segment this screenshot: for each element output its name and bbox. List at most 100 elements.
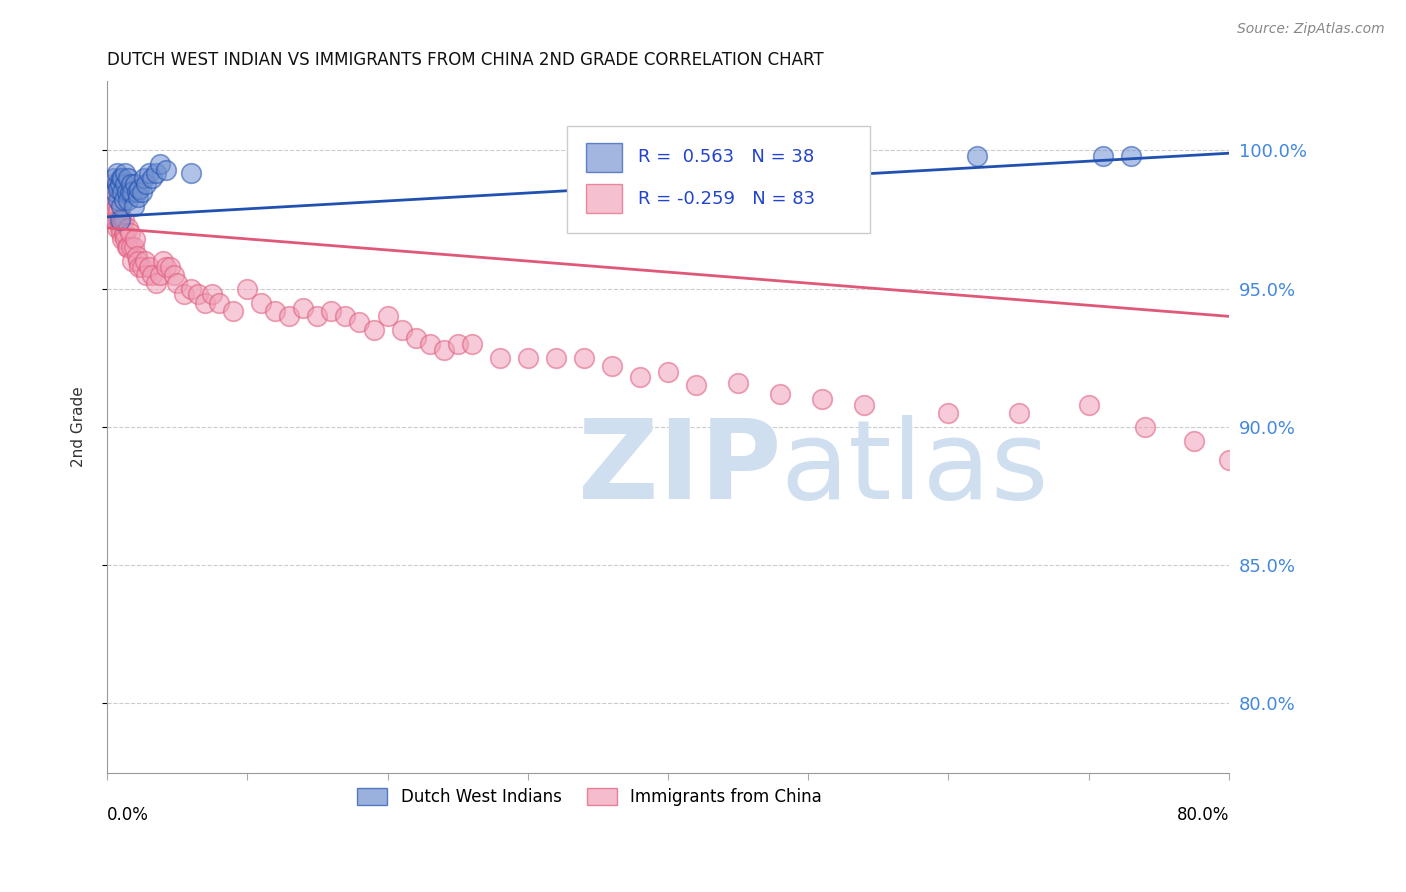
Point [105, 199, 128, 213]
Point [572, 351, 595, 365]
Point [111, 215, 134, 229]
Point [103, 171, 125, 186]
Text: ZIP: ZIP [578, 415, 782, 522]
Point [419, 337, 441, 351]
Point [105, 177, 128, 191]
Point [107, 182, 129, 196]
Bar [586, 143, 621, 172]
Point [145, 276, 167, 290]
Point [122, 199, 145, 213]
Point [516, 351, 538, 365]
Legend: Dutch West Indians, Immigrants from China: Dutch West Indians, Immigrants from Chin… [350, 781, 828, 813]
Point [127, 254, 149, 268]
Point [250, 295, 273, 310]
Point [120, 177, 142, 191]
Point [149, 268, 172, 282]
Point [108, 220, 131, 235]
Point [1119, 149, 1142, 163]
Point [1077, 398, 1099, 412]
Point [628, 370, 651, 384]
Point [107, 212, 129, 227]
Point [118, 185, 141, 199]
Point [600, 359, 623, 373]
Point [145, 165, 167, 179]
Point [104, 204, 127, 219]
Point [108, 212, 131, 227]
Point [107, 204, 129, 219]
Point [966, 149, 988, 163]
Point [180, 165, 202, 179]
Point [110, 227, 132, 241]
Point [405, 331, 427, 345]
Point [131, 260, 153, 274]
Point [292, 301, 315, 315]
Y-axis label: 2nd Grade: 2nd Grade [72, 386, 86, 467]
Point [117, 220, 139, 235]
Point [132, 171, 155, 186]
Point [105, 220, 128, 235]
Point [460, 337, 482, 351]
Point [105, 165, 128, 179]
Text: Source: ZipAtlas.com: Source: ZipAtlas.com [1237, 22, 1385, 37]
Point [131, 185, 153, 199]
Point [138, 260, 160, 274]
Point [112, 193, 135, 207]
Point [138, 165, 160, 179]
Point [107, 193, 129, 207]
Point [1182, 434, 1205, 448]
Point [335, 310, 357, 324]
Point [114, 177, 136, 191]
Point [685, 378, 707, 392]
Point [115, 240, 138, 254]
Point [120, 240, 142, 254]
Point [446, 337, 468, 351]
Point [127, 190, 149, 204]
Point [727, 376, 749, 390]
Point [122, 240, 145, 254]
Point [938, 406, 960, 420]
Point [657, 365, 679, 379]
Point [1007, 406, 1029, 420]
Point [264, 303, 287, 318]
Point [155, 162, 177, 177]
Point [236, 282, 259, 296]
Point [135, 177, 157, 191]
Point [121, 254, 143, 268]
Text: atlas: atlas [780, 415, 1049, 522]
Point [111, 171, 134, 186]
Point [278, 310, 301, 324]
Point [112, 227, 135, 241]
Point [100, 177, 122, 191]
Text: 0.0%: 0.0% [107, 805, 149, 823]
Point [110, 199, 132, 213]
Point [114, 227, 136, 241]
Point [135, 268, 157, 282]
Bar [586, 185, 621, 213]
Point [194, 295, 217, 310]
Point [391, 323, 413, 337]
Point [103, 193, 125, 207]
Point [155, 260, 177, 274]
Point [134, 254, 156, 268]
Point [111, 185, 134, 199]
Point [115, 185, 138, 199]
Point [141, 268, 163, 282]
Point [222, 303, 245, 318]
Point [128, 182, 150, 196]
Point [117, 240, 139, 254]
Point [117, 171, 139, 186]
Point [111, 232, 134, 246]
Point [488, 351, 510, 365]
Point [166, 276, 188, 290]
Point [349, 315, 371, 329]
Point [1091, 149, 1114, 163]
Point [124, 232, 146, 246]
Point [433, 343, 456, 357]
Point [321, 303, 343, 318]
Text: DUTCH WEST INDIAN VS IMMIGRANTS FROM CHINA 2ND GRADE CORRELATION CHART: DUTCH WEST INDIAN VS IMMIGRANTS FROM CHI… [107, 51, 824, 69]
Point [117, 193, 139, 207]
Point [173, 287, 195, 301]
Point [377, 310, 399, 324]
Point [853, 398, 876, 412]
Point [125, 248, 148, 262]
